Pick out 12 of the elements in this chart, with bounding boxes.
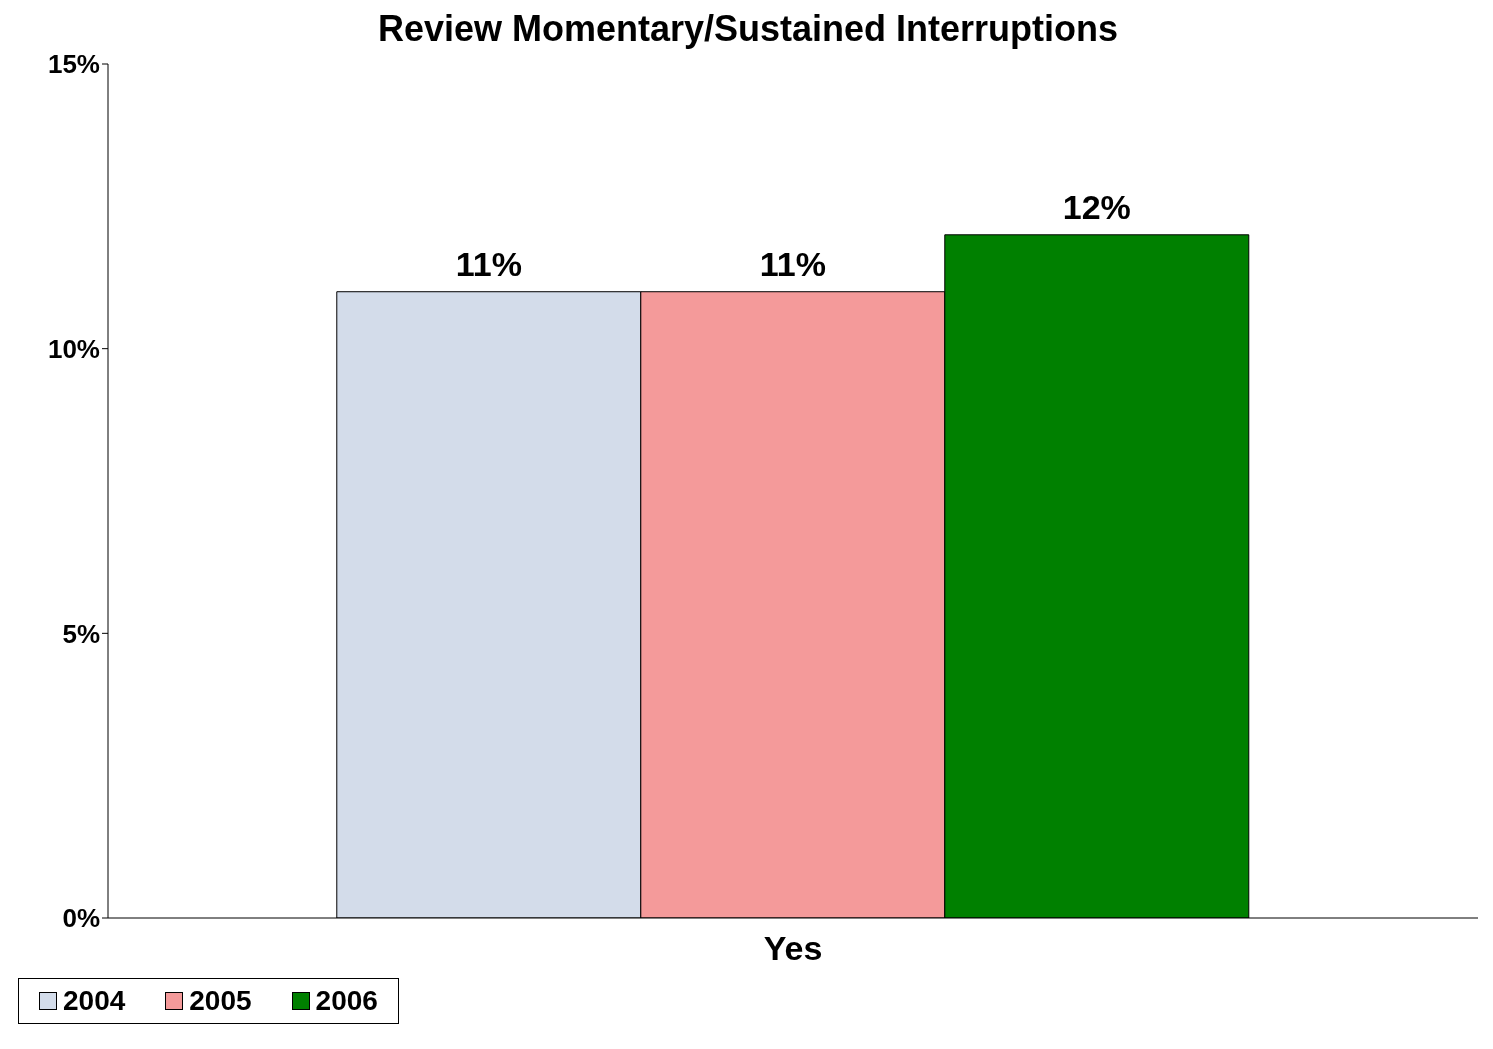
data-label: 12% <box>1062 187 1131 226</box>
legend-label: 2005 <box>188 985 252 1017</box>
y-tick-label: 10% <box>47 333 100 364</box>
x-tick-label: Yes <box>763 929 823 968</box>
chart-title: Review Momentary/Sustained Interruptions <box>376 8 1120 50</box>
legend-label: 2004 <box>62 985 126 1017</box>
legend-label: 2006 <box>314 985 378 1017</box>
y-tick-label: 0% <box>62 903 100 934</box>
y-tick-label: 15% <box>47 49 100 80</box>
y-tick-label: 5% <box>62 618 100 649</box>
data-label: 11% <box>455 244 522 283</box>
data-label: 11% <box>759 244 826 283</box>
